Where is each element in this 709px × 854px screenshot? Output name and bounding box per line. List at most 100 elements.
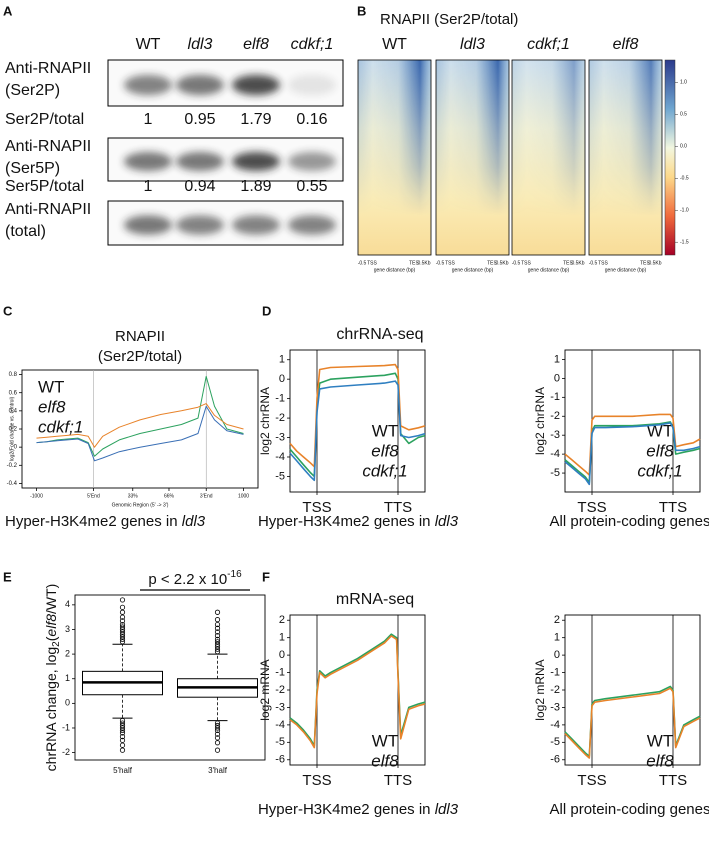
plot-frame bbox=[289, 614, 426, 766]
heatmap-x-label: gene distance (bp) bbox=[374, 267, 416, 273]
outlier bbox=[214, 747, 221, 753]
legend-entry: elf8 bbox=[38, 397, 66, 416]
legend-entry: elf8 bbox=[646, 441, 674, 460]
outlier bbox=[214, 609, 221, 615]
caption: Hyper-H3K4me2 genes in ldl3 bbox=[258, 513, 459, 530]
outlier bbox=[214, 641, 221, 647]
legend-entry: WT bbox=[372, 421, 398, 440]
blot-row-label: (total) bbox=[5, 223, 46, 240]
y-tick-label: -1 bbox=[550, 391, 560, 403]
y-tick-label: 2 bbox=[65, 648, 70, 658]
x-tick-label: 66% bbox=[164, 493, 175, 499]
blot-band bbox=[288, 152, 336, 171]
x-tick-label: 3'End bbox=[200, 493, 213, 499]
heatmap-signal bbox=[436, 60, 509, 255]
blot-row-label: Anti-RNAPII bbox=[5, 201, 91, 218]
y-tick-label: -2 bbox=[550, 684, 560, 696]
outlier bbox=[214, 727, 221, 734]
blot-ratio-value: 0.55 bbox=[296, 178, 327, 195]
blot-ratio-label: Ser5P/total bbox=[5, 178, 84, 195]
heatmap-x-tick: TSS bbox=[445, 260, 455, 266]
heatmap-x-tick: -0.5 bbox=[436, 260, 445, 266]
y-tick-label: 2 bbox=[554, 614, 560, 626]
caption: All protein-coding genes bbox=[550, 513, 709, 530]
blot-band bbox=[124, 215, 172, 235]
panel-letter: C bbox=[3, 303, 13, 318]
x-tick-label: TTS bbox=[384, 499, 412, 516]
y-tick-label: 0 bbox=[279, 649, 285, 661]
outlier bbox=[214, 644, 221, 650]
y-tick-label: -2 bbox=[550, 410, 560, 422]
y-tick-label: 1 bbox=[65, 673, 70, 683]
outlier bbox=[214, 731, 221, 737]
panel-letter: B bbox=[357, 3, 366, 18]
heatmap-signal bbox=[358, 60, 431, 255]
y-tick-label: 0 bbox=[554, 372, 560, 384]
blot-column-label: cdkf;1 bbox=[291, 36, 334, 53]
y-axis-label: log2 chrRNA bbox=[533, 387, 547, 455]
outlier bbox=[119, 624, 126, 630]
y-tick-label: 0.6 bbox=[9, 390, 18, 396]
outlier bbox=[119, 722, 126, 729]
series-line bbox=[564, 413, 701, 476]
x-tick-label: TTS bbox=[659, 772, 687, 789]
legend-entry: WT bbox=[372, 731, 398, 750]
y-tick-label: 2 bbox=[279, 614, 285, 626]
outlier bbox=[119, 609, 126, 615]
y-axis-label-part: ( bbox=[43, 636, 59, 641]
blot-ratio-value: 1 bbox=[144, 178, 153, 195]
plot-frame bbox=[564, 614, 701, 766]
x-tick-label: TSS bbox=[577, 772, 606, 789]
panel-letter: E bbox=[3, 569, 12, 584]
outlier bbox=[214, 735, 221, 741]
legend-entry: elf8 bbox=[371, 441, 399, 460]
caption-part: Hyper-H3K4me2 genes in bbox=[5, 513, 178, 530]
outlier bbox=[119, 604, 126, 610]
caption: Hyper-H3K4me2 genes in ldl3 bbox=[258, 801, 459, 818]
outlier bbox=[119, 597, 126, 603]
outlier bbox=[119, 636, 126, 642]
outlier bbox=[119, 717, 126, 724]
caption-part: ldl3 bbox=[182, 513, 206, 530]
series-line bbox=[289, 372, 426, 478]
x-axis-label: Genomic Region (5' -> 3') bbox=[112, 502, 169, 508]
blot-ratio-value: 0.94 bbox=[184, 178, 215, 195]
heatmap-column-label: ldl3 bbox=[460, 36, 485, 53]
heatmap-x-tick: -0.5 bbox=[512, 260, 521, 266]
y-axis-label-part: elf8 bbox=[43, 614, 59, 637]
heatmap-x-tick: 0.5Kb bbox=[571, 260, 584, 266]
colorbar-tick-label: -1.0 bbox=[680, 208, 689, 214]
y-tick-label: -4 bbox=[550, 448, 560, 460]
heatmap-x-tick: TSS bbox=[598, 260, 608, 266]
y-tick-label: -1 bbox=[275, 393, 285, 405]
heatmap-x-tick: TSS bbox=[521, 260, 531, 266]
heatmap-x-tick: TES bbox=[640, 260, 650, 266]
blot-band bbox=[124, 152, 172, 171]
outlier bbox=[214, 720, 221, 726]
x-tick-label: 33% bbox=[128, 493, 139, 499]
heatmap-x-label: gene distance (bp) bbox=[528, 267, 570, 273]
y-axis-label: log2 mRNA bbox=[258, 659, 272, 720]
series-line bbox=[564, 421, 701, 484]
blot-ratio-value: 0.16 bbox=[296, 111, 327, 128]
heatmap-frame bbox=[511, 59, 586, 256]
heatmap-x-tick: TES bbox=[563, 260, 573, 266]
y-tick-label: -4 bbox=[275, 719, 285, 731]
outlier bbox=[119, 618, 126, 624]
y-tick-label: -6 bbox=[275, 754, 285, 766]
x-tick-label: 5'End bbox=[87, 493, 100, 499]
heatmap-x-label: gene distance (bp) bbox=[605, 267, 647, 273]
heatmap-x-label: gene distance (bp) bbox=[452, 267, 494, 273]
colorbar-tick-label: -0.5 bbox=[680, 176, 689, 182]
y-tick-label: -2 bbox=[62, 747, 70, 757]
outlier bbox=[214, 625, 221, 631]
x-tick-label: TSS bbox=[302, 772, 331, 789]
y-tick-label: -1 bbox=[550, 666, 560, 678]
y-tick-label: 1 bbox=[554, 353, 560, 365]
plot-frame bbox=[289, 349, 426, 493]
outlier bbox=[214, 629, 221, 635]
y-tick-label: 1 bbox=[279, 354, 285, 366]
legend-entry: cdkf;1 bbox=[38, 417, 83, 436]
